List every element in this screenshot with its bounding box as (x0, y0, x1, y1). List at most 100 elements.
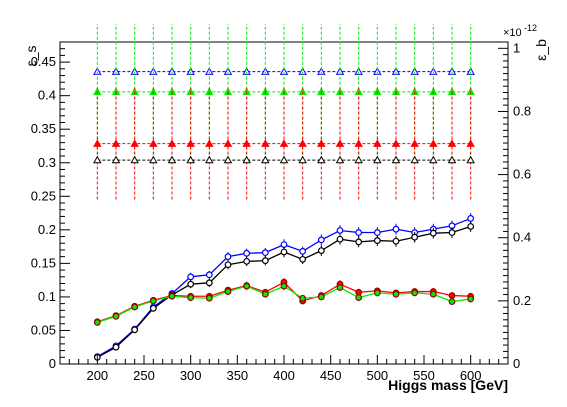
x-tick-label: 400 (273, 368, 295, 383)
data-point (205, 271, 213, 279)
data-point (242, 155, 251, 164)
left-tick-label: 0.3 (38, 155, 56, 170)
right-axis-title: ε_b (533, 39, 549, 61)
data-point (299, 294, 307, 302)
left-tick-label: 0.35 (31, 121, 56, 136)
data-point (298, 155, 307, 164)
data-point (187, 280, 195, 288)
data-point (355, 294, 363, 301)
data-point (429, 155, 438, 164)
data-point (186, 139, 195, 147)
right-tick-label: 1 (513, 40, 520, 55)
data-point (467, 295, 475, 303)
right-tick-label: 0.6 (513, 167, 531, 182)
data-point (149, 297, 157, 305)
data-point (93, 139, 102, 147)
data-point (391, 139, 401, 147)
left-tick-label: 0.05 (31, 322, 56, 337)
data-point (429, 290, 437, 298)
data-point (448, 229, 456, 236)
data-point (130, 155, 139, 164)
data-point (111, 155, 121, 164)
data-point (93, 155, 102, 164)
data-point (131, 326, 139, 334)
right-tick-label: 0.4 (513, 230, 531, 245)
data-point (168, 292, 176, 300)
series-layer (93, 24, 475, 361)
data-point (411, 289, 419, 297)
x-axis-title: Higgs mass [GeV] (388, 377, 508, 393)
x-tick-label: 550 (413, 368, 435, 383)
data-point (373, 139, 382, 147)
data-point (224, 253, 232, 261)
x-tick-label: 300 (180, 368, 202, 383)
data-point (187, 273, 195, 281)
data-point (336, 284, 344, 291)
data-point (130, 139, 139, 147)
data-point (466, 155, 475, 164)
data-point (243, 249, 251, 257)
data-point (392, 225, 400, 233)
right-tick-label: 0.8 (513, 103, 531, 118)
data-point (298, 139, 307, 147)
data-point (410, 155, 419, 164)
data-point (448, 292, 456, 299)
data-point (223, 155, 233, 164)
data-point (429, 139, 438, 147)
data-point (336, 227, 344, 234)
left-tick-label: 0.2 (38, 222, 56, 237)
data-point (243, 282, 251, 290)
data-point (112, 343, 120, 351)
data-point (111, 139, 121, 147)
right-tick-label: 0.2 (513, 293, 531, 308)
data-point (279, 155, 289, 164)
data-point (467, 223, 475, 230)
data-point (447, 155, 457, 164)
data-point (317, 139, 326, 147)
data-point (186, 155, 195, 164)
data-point (243, 257, 251, 265)
data-point (167, 139, 177, 147)
data-point (317, 247, 325, 255)
data-point (411, 233, 419, 241)
series-3 (93, 282, 475, 326)
data-point (224, 288, 232, 295)
data-point (167, 155, 177, 164)
data-point (187, 294, 195, 301)
data-point (149, 304, 157, 312)
data-point (392, 290, 400, 298)
data-point (280, 241, 288, 248)
data-point (354, 155, 363, 164)
left-tick-label: 0.25 (31, 188, 56, 203)
data-point (317, 236, 325, 244)
data-point (112, 312, 120, 320)
data-point (467, 215, 475, 222)
x-tick-label: 600 (460, 368, 482, 383)
axes-layer: 200 250 300 350 400 450 500 550 600 0 0.05 0.1 0.15 0… (31, 40, 531, 383)
data-point (429, 229, 437, 237)
data-point (317, 155, 326, 164)
data-point (261, 290, 269, 298)
data-point (355, 229, 363, 236)
data-point (261, 139, 270, 147)
data-point (279, 139, 289, 147)
right-axis-exponent-base: ×10 (503, 27, 522, 39)
data-point (261, 249, 269, 257)
data-point (392, 237, 400, 245)
data-point (373, 155, 382, 164)
x-tick-label: 450 (320, 368, 342, 383)
data-point (299, 247, 307, 255)
left-tick-label: 0 (49, 356, 56, 371)
x-tick-label: 250 (133, 368, 155, 383)
data-point (336, 235, 344, 243)
right-axis-exponent-power: -12 (524, 23, 537, 33)
data-point (205, 155, 214, 164)
data-point (391, 155, 401, 164)
data-point (410, 139, 419, 147)
data-point (131, 303, 139, 311)
data-point (242, 139, 251, 147)
series-7 (93, 155, 475, 164)
left-tick-label: 0.45 (31, 54, 56, 69)
